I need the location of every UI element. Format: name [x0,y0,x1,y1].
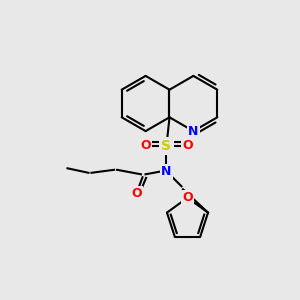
Text: S: S [161,139,172,153]
Text: N: N [188,124,199,138]
Text: O: O [182,191,193,204]
Text: O: O [131,187,142,200]
Text: N: N [161,165,172,178]
Text: O: O [140,139,151,152]
Text: O: O [182,139,193,152]
